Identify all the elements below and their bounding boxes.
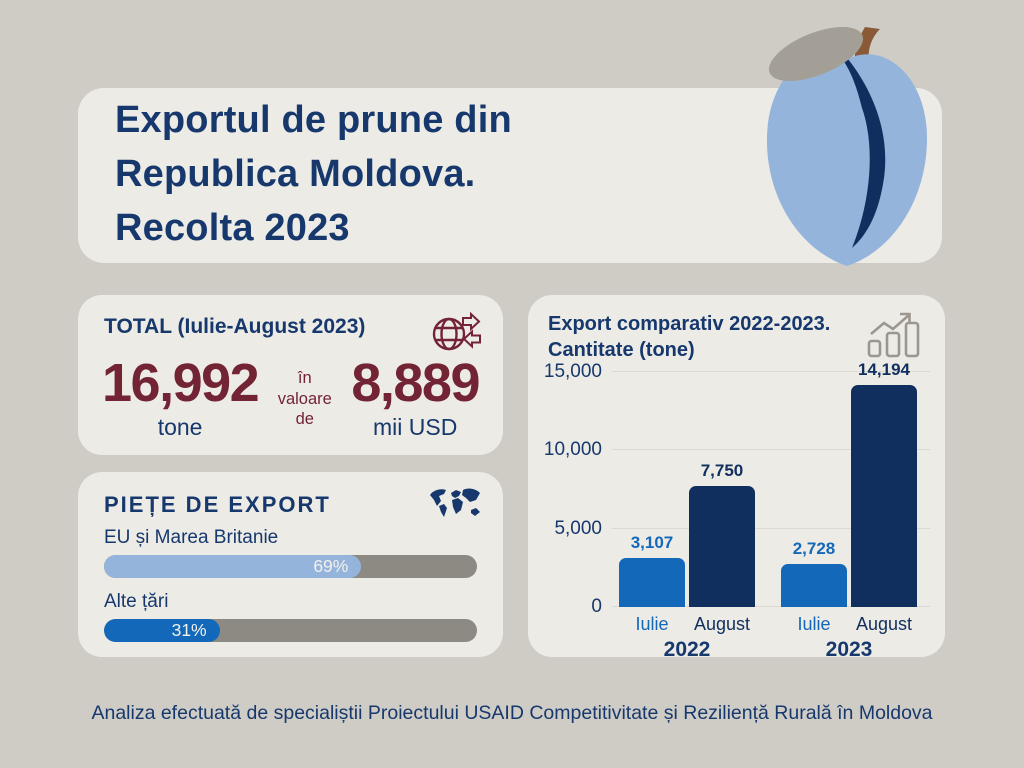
- total-card-title: TOTAL (Iulie-August 2023): [104, 315, 366, 338]
- chart-ytick-label: 5,000: [554, 517, 602, 539]
- bar-chart-icon: [867, 310, 923, 365]
- page-title-line-3: Recolta 2023: [115, 206, 350, 249]
- quantity-figure: 16,992 tone: [102, 353, 260, 441]
- chart-ytick-label: 15,000: [543, 361, 602, 382]
- value-value: 8,889: [351, 353, 480, 413]
- market-bar-fill: 69%: [104, 555, 362, 578]
- globe-export-icon: [429, 310, 481, 361]
- page-title-line-2: Republica Moldova.: [115, 152, 476, 195]
- market-bar-fill: 31%: [104, 619, 220, 642]
- market-bar-track: 69%: [104, 555, 477, 578]
- market-bar-track: 31%: [104, 619, 477, 642]
- page-title-line-1: Exportul de prune din: [115, 99, 512, 141]
- value-unit: mii USD: [373, 413, 458, 440]
- chart-bar-value: 7,750: [700, 460, 744, 480]
- chart-bar-value: 14,194: [858, 359, 910, 379]
- world-map-icon: [429, 487, 481, 527]
- chart-title: Export comparativ 2022-2023. Cantitate (…: [548, 311, 830, 363]
- chart-title-line-1: Export comparativ 2022-2023.: [548, 313, 831, 335]
- markets-card-title: PIEȚE DE EXPORT: [104, 492, 331, 517]
- chart-month-label: Iulie: [635, 614, 669, 634]
- value-connector-text: în valoare de: [277, 369, 332, 429]
- page-title: Exportul de prune din Republica Moldova.…: [115, 94, 512, 256]
- plum-leaf: [768, 26, 864, 82]
- chart-plot: 0 5,000 10,000 15,000 3,107 Iulie 7,750 August 2…: [544, 360, 930, 661]
- plum-illustration: [758, 26, 938, 276]
- chart-ytick-label: 10,000: [543, 439, 602, 461]
- chart-month-label: Iulie: [797, 614, 831, 634]
- chart-title-line-2: Cantitate (tone): [548, 339, 695, 361]
- market-label: EU și Marea Britanie: [104, 527, 279, 548]
- market-row: EU și Marea Britanie 69%: [104, 527, 477, 578]
- plum-crease: [840, 54, 886, 248]
- chart-gridline: [612, 527, 930, 529]
- market-bar-percent: 31%: [171, 620, 207, 640]
- market-bar-rows: EU și Marea Britanie 69% Alte țări 31%: [104, 527, 477, 642]
- chart-gridline: [612, 606, 930, 607]
- chart-bar: [851, 384, 917, 607]
- total-card: TOTAL (Iulie-August 2023) 16,992 tone în…: [78, 295, 503, 455]
- market-label: Alte țări: [104, 591, 169, 612]
- chart-card: Export comparativ 2022-2023. Cantitate (…: [528, 295, 945, 661]
- markets-card: PIEȚE DE EXPORT EU și Marea Britanie 69% A…: [78, 472, 503, 657]
- value-figure: 8,889 mii USD: [351, 353, 480, 441]
- chart-bar: [689, 485, 755, 607]
- chart-bar: [619, 558, 685, 607]
- quantity-value: 16,992: [102, 353, 260, 413]
- chart-bar: [781, 564, 847, 607]
- chart-bar-value: 3,107: [630, 533, 674, 553]
- footer-note: Analiza efectuată de specialiștii Proiec…: [91, 702, 933, 724]
- chart-ytick-label: 0: [591, 596, 602, 617]
- market-bar-percent: 69%: [313, 556, 349, 576]
- chart-gridline: [612, 449, 930, 451]
- market-row: Alte țări 31%: [104, 591, 477, 642]
- chart-year-label: 2022: [663, 638, 711, 661]
- chart-year-label: 2023: [825, 638, 873, 661]
- plum-icon: [766, 26, 928, 266]
- chart-bar-value: 2,728: [792, 539, 836, 559]
- chart-month-label: August: [855, 614, 913, 634]
- chart-gridline: [612, 371, 930, 372]
- plum-body: [766, 54, 928, 266]
- total-figures: 16,992 tone în valoare de 8,889 mii USD: [102, 353, 480, 441]
- quantity-unit: tone: [157, 413, 203, 440]
- chart-month-label: August: [693, 614, 751, 634]
